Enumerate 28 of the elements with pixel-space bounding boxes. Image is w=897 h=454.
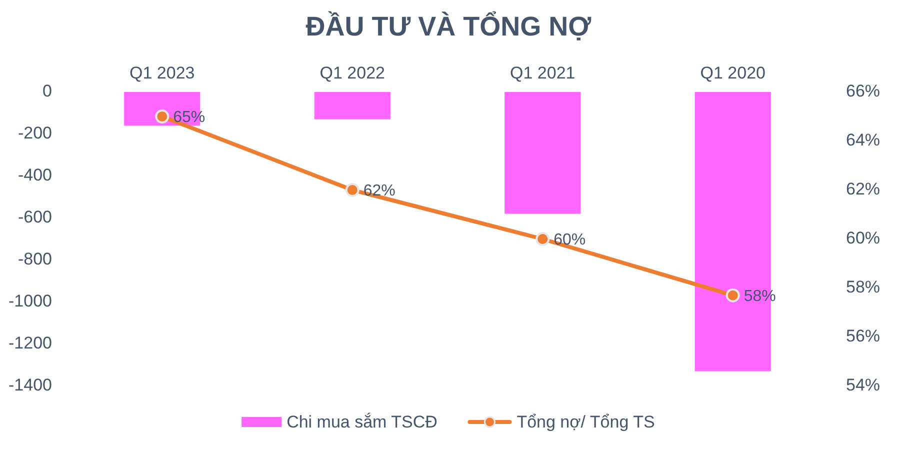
y2-tick-label: 64% (846, 130, 880, 150)
y-tick-label: -200 (18, 124, 52, 143)
chart-title: ĐẦU TƯ VÀ TỔNG NỢ (306, 10, 592, 42)
y-tick-label: 0 (42, 82, 52, 101)
y-tick-label: -1000 (8, 292, 52, 311)
x-tick-label: Q1 2023 (130, 63, 195, 82)
data-label: 60% (554, 231, 586, 248)
y2-tick-label: 56% (846, 326, 880, 346)
y-tick-label: -800 (18, 250, 52, 269)
x-tick-label: Q1 2020 (700, 63, 766, 82)
y-tick-label: -1200 (8, 334, 52, 353)
point (345, 183, 360, 197)
data-label: 62% (363, 182, 396, 200)
y2-tick-label: 66% (846, 82, 880, 101)
y2-tick-label: 60% (846, 228, 880, 248)
point (726, 288, 740, 302)
y-tick-label: -1400 (8, 376, 52, 395)
y2-tick-label: 62% (846, 180, 880, 199)
y-tick-label: -400 (18, 166, 52, 185)
y2-tick-label: 54% (846, 376, 880, 395)
legend-label: Tổng nợ/ Tổng TS (516, 412, 655, 432)
x-tick-label: Q1 2022 (320, 63, 385, 82)
y-tick-label: -600 (18, 208, 52, 227)
x-tick-label: Q1 2021 (510, 63, 576, 82)
point (155, 110, 170, 124)
point (536, 232, 550, 246)
y2-tick-label: 58% (846, 278, 880, 297)
legend-label: Chi mua sắm TSCĐ (286, 412, 438, 432)
